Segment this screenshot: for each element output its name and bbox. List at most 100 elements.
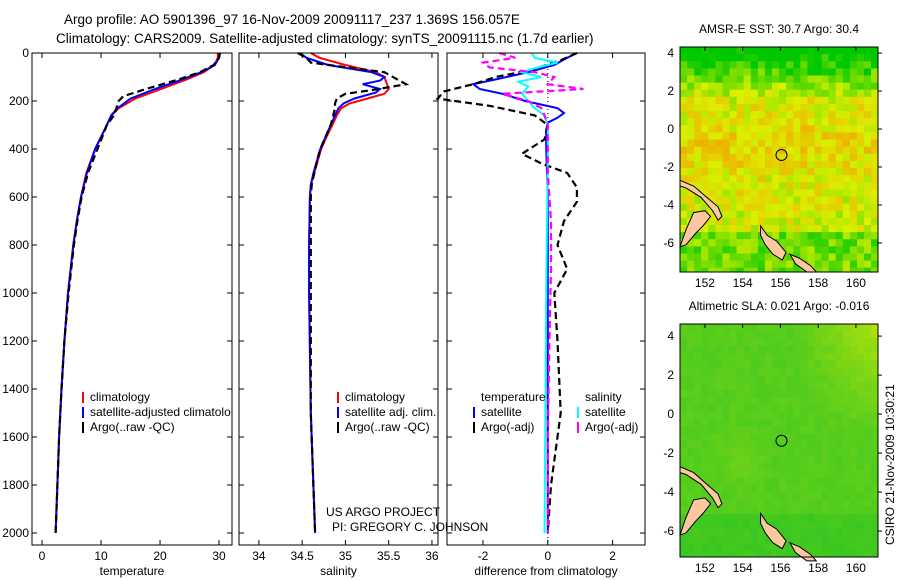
map-cell: [821, 397, 830, 405]
map-cell: [687, 96, 695, 105]
map-cell: [871, 550, 879, 558]
map-cell: [828, 411, 837, 420]
map-cell: [764, 477, 773, 486]
map-cell: [757, 47, 766, 55]
map-cell: [680, 118, 688, 126]
y-tick-label: -6: [663, 524, 674, 538]
map-cell: [828, 397, 837, 405]
map-cell: [736, 132, 745, 140]
map-cell: [680, 441, 688, 449]
map-cell: [715, 433, 723, 442]
map-cell: [708, 550, 716, 558]
map-cell: [736, 182, 745, 190]
map-cell: [786, 175, 794, 183]
map-cell: [743, 175, 752, 183]
map-cell: [708, 217, 716, 226]
map-cell: [807, 360, 815, 369]
map-cell: [835, 132, 844, 140]
y-tick-label: 400: [9, 142, 29, 156]
map-cell: [786, 61, 794, 69]
map-cell: [772, 360, 780, 369]
map-cell: [722, 353, 731, 361]
map-cell: [743, 514, 752, 522]
map-cell: [871, 246, 879, 254]
map-cell: [849, 426, 858, 435]
map-cell: [750, 203, 759, 212]
map-cell: [772, 253, 780, 262]
map-cell: [864, 54, 872, 62]
map-cell: [842, 96, 851, 105]
map-cell: [736, 203, 745, 212]
map-cell: [842, 203, 851, 212]
map-cell: [793, 331, 801, 340]
map-cell: [687, 324, 695, 332]
map-cell: [743, 153, 752, 162]
map-cell: [807, 470, 815, 478]
map-cell: [864, 125, 872, 133]
map-cell: [736, 360, 745, 369]
map-cell: [680, 267, 688, 273]
map-cell: [772, 543, 780, 552]
map-cell: [786, 210, 794, 219]
map-cell: [750, 132, 759, 140]
map-cell: [835, 514, 844, 522]
x-axis-label: difference from climatology: [474, 564, 617, 578]
map-cell: [828, 324, 837, 332]
map-cell: [835, 484, 844, 493]
map-cell: [715, 160, 723, 169]
map-cell: [764, 419, 773, 427]
map-cell: [821, 160, 830, 169]
y-tick-label: 1600: [2, 430, 29, 444]
map-cell: [764, 426, 773, 435]
y-tick-label: 2: [667, 368, 674, 382]
map-cell: [864, 499, 872, 508]
map-cell: [750, 232, 759, 240]
map-cell: [736, 448, 745, 457]
map-cell: [722, 521, 731, 530]
map-cell: [814, 404, 823, 413]
map-cell: [842, 189, 851, 197]
map-cell: [835, 260, 844, 269]
map-cell: [814, 189, 823, 197]
map-cell: [750, 367, 759, 376]
map-cell: [835, 125, 844, 133]
map-cell: [750, 125, 759, 133]
map-cell: [849, 125, 858, 133]
map-cell: [800, 345, 808, 354]
map-cell: [750, 484, 759, 493]
map-cell: [786, 499, 794, 508]
map-cell: [764, 139, 773, 148]
map-cell: [821, 411, 830, 420]
map-cell: [793, 433, 801, 442]
map-cell: [814, 375, 823, 383]
map-cell: [864, 462, 872, 471]
map-cell: [849, 182, 858, 190]
map-cell: [715, 125, 723, 133]
map-cell: [821, 104, 830, 112]
map-cell: [729, 528, 738, 537]
map-cell: [849, 448, 858, 457]
map-cell: [772, 470, 780, 478]
map-cell: [764, 448, 773, 457]
map-cell: [722, 210, 731, 219]
map-cell: [736, 139, 745, 148]
map-cell: [750, 111, 759, 119]
map-cell: [701, 267, 709, 273]
map-cell: [722, 232, 731, 240]
map-cell: [786, 267, 794, 273]
map-cell: [857, 375, 865, 383]
map-cell: [842, 367, 851, 376]
map-cell: [779, 82, 787, 91]
map-cell: [807, 260, 815, 269]
series-argo-raw-qc-: [54, 52, 221, 534]
map-cell: [864, 189, 872, 197]
map-cell: [701, 160, 709, 169]
map-cell: [807, 528, 815, 537]
map-cell: [715, 246, 723, 254]
map-cell: [800, 111, 808, 119]
map-cell: [722, 260, 731, 269]
map-cell: [694, 111, 702, 119]
map-cell: [694, 96, 702, 105]
map-cell: [779, 267, 787, 273]
map-cell: [772, 345, 780, 354]
